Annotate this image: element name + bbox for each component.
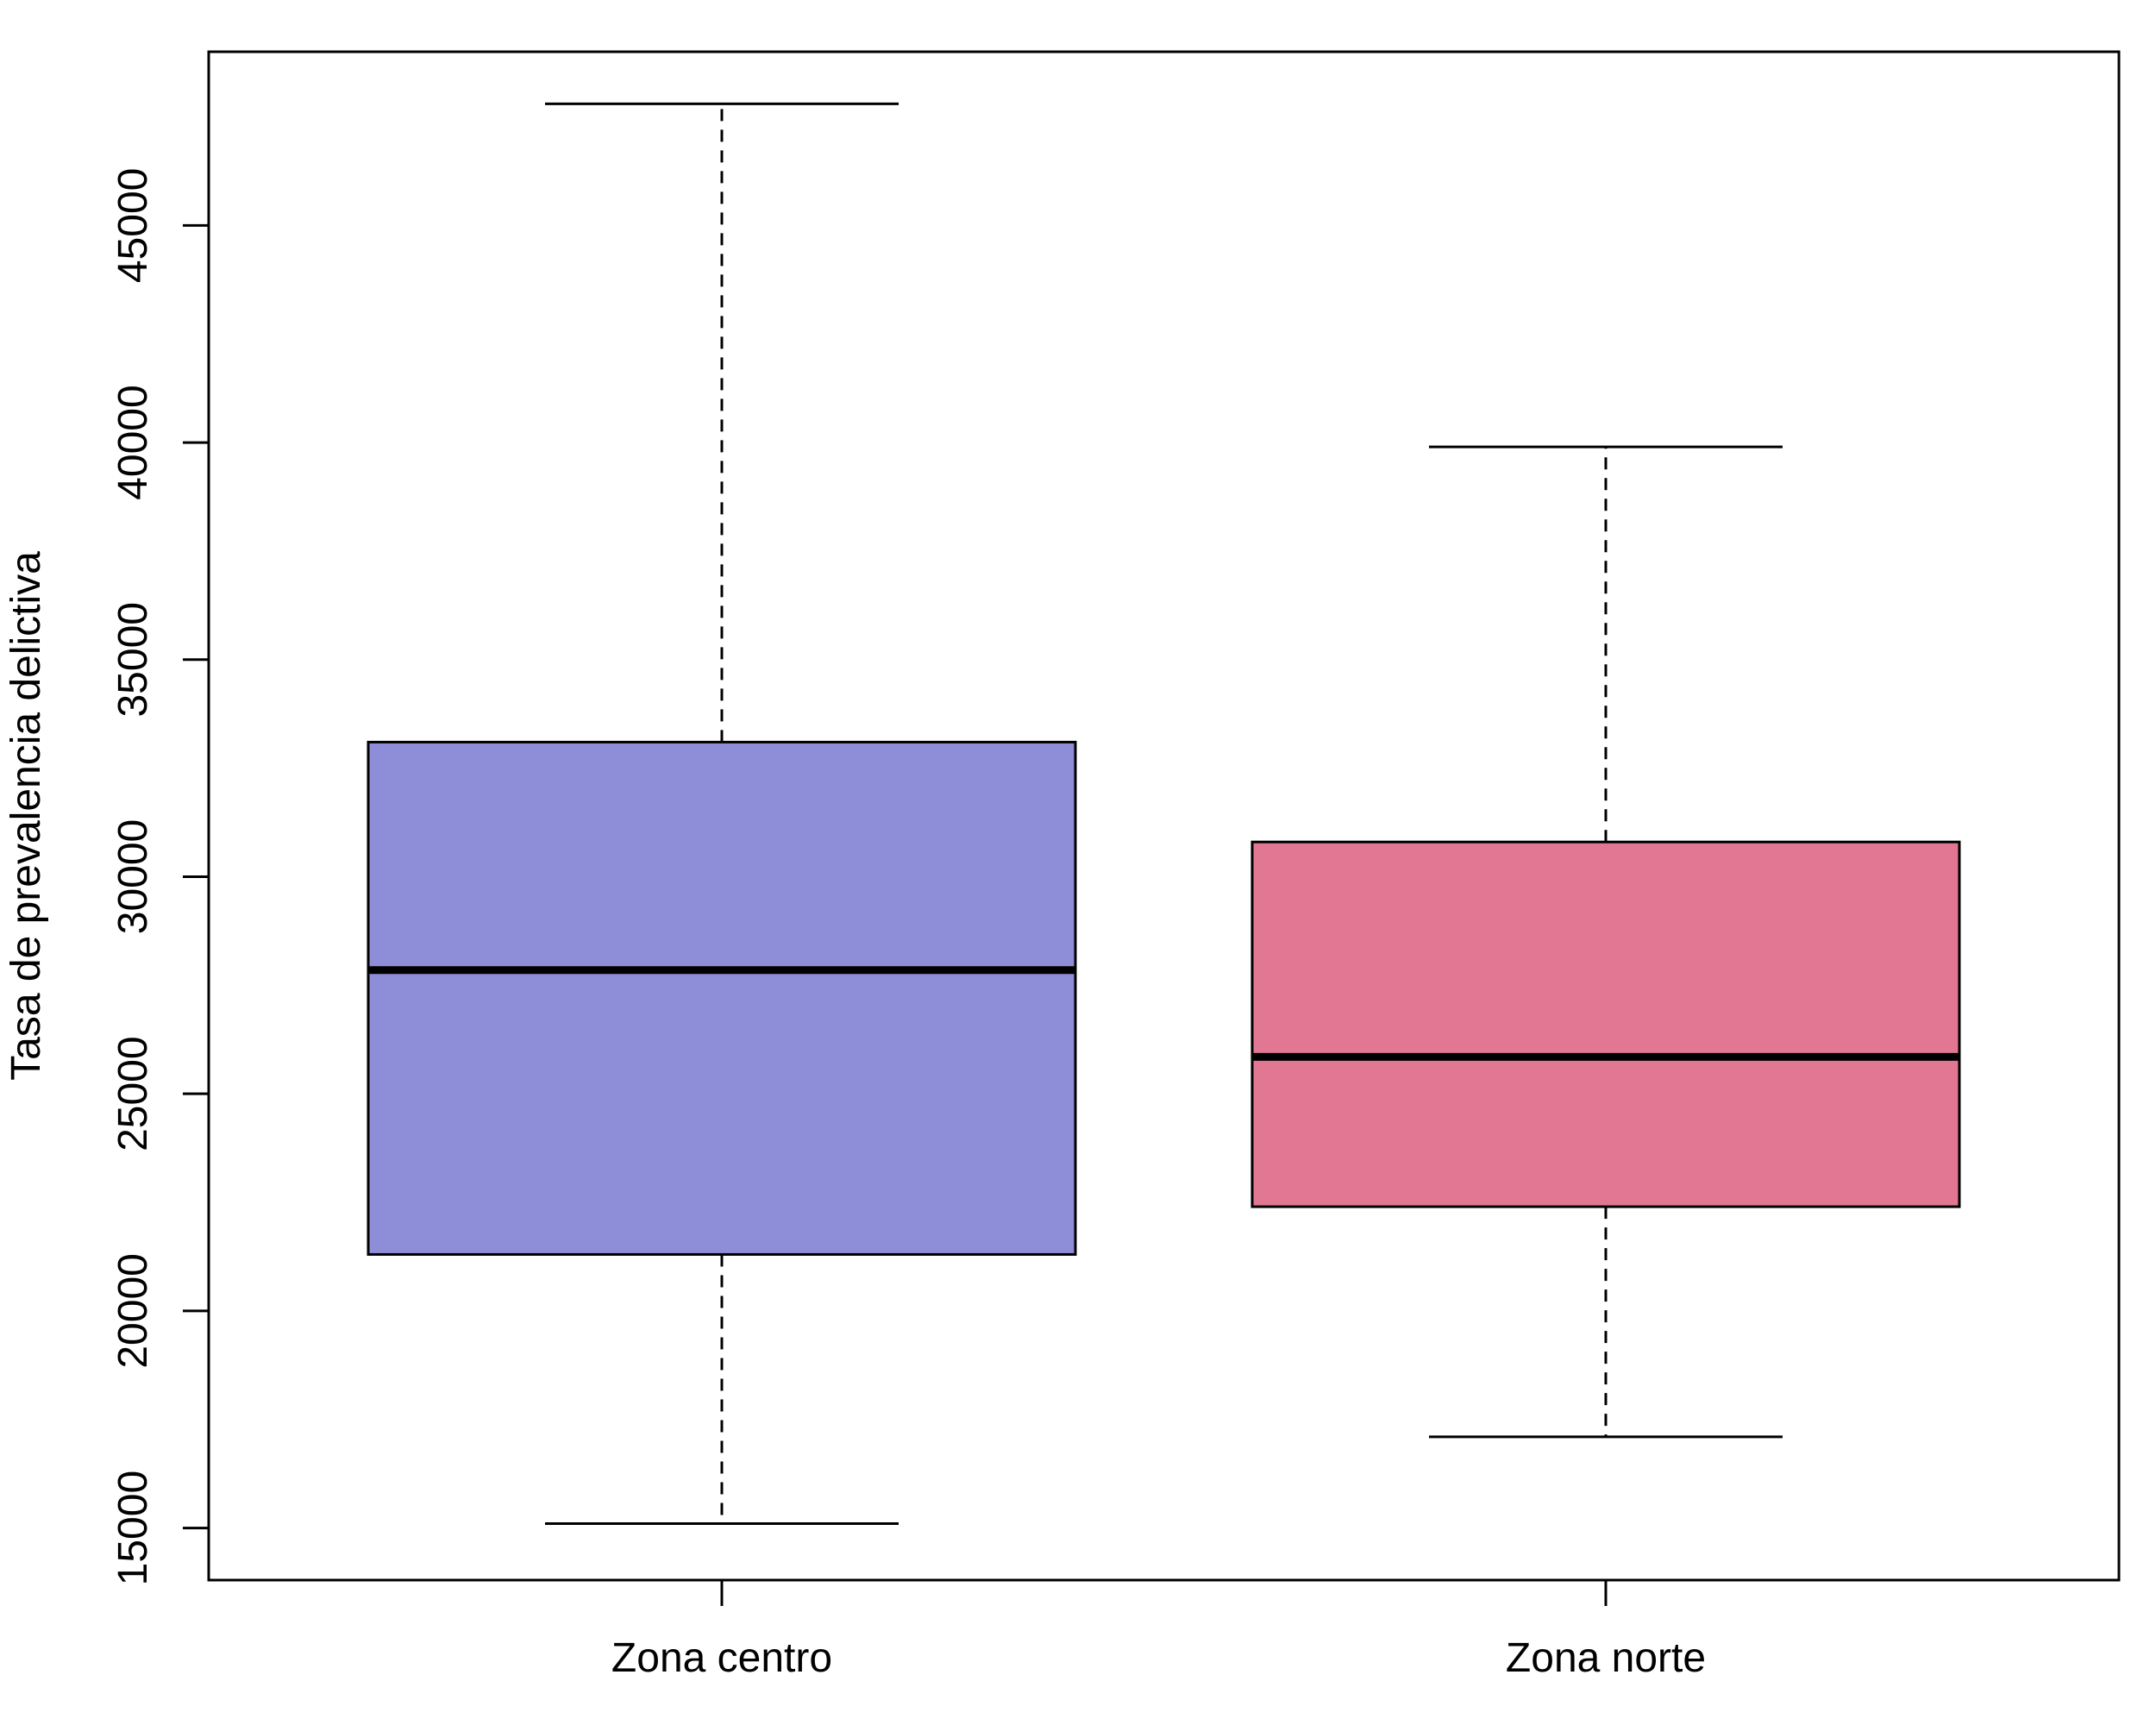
box-group	[1250, 445, 1961, 1439]
y-tick-label: 30000	[110, 819, 156, 934]
y-axis-label: Tasa de prevalencia delictiva	[3, 551, 49, 1081]
boxes-layer	[367, 102, 1961, 1526]
plot-frame	[207, 50, 2121, 1582]
y-tick-label: 40000	[110, 385, 156, 499]
y-tick-label: 45000	[110, 168, 156, 283]
box-group	[367, 102, 1077, 1526]
x-tick-label: Zona norte	[1506, 1635, 1706, 1681]
x-axis: Zona centro Zona norte	[611, 1580, 1706, 1681]
x-tick-label: Zona centro	[611, 1635, 832, 1681]
y-tick-label: 20000	[110, 1253, 156, 1368]
y-axis: 15000 20000 25000 30000 35000 40000 45000	[110, 168, 209, 1585]
iqr-box	[367, 740, 1077, 1256]
y-tick-label: 15000	[110, 1471, 156, 1585]
iqr-box	[1250, 840, 1961, 1208]
y-tick-label: 35000	[110, 602, 156, 717]
y-tick-label: 25000	[110, 1036, 156, 1151]
